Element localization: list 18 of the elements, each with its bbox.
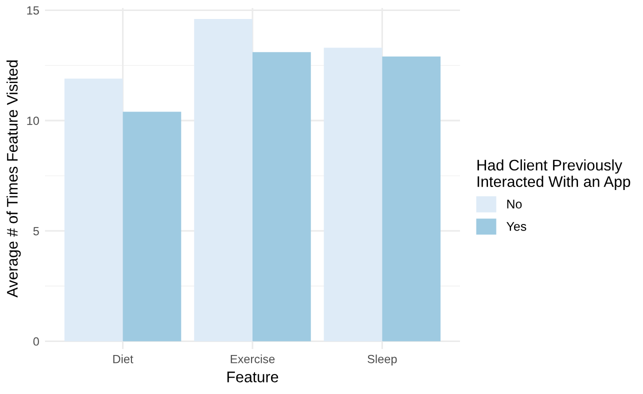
y-tick-label: 0 xyxy=(33,337,39,346)
bar xyxy=(252,52,311,342)
legend-title: Had Client Previously Interacted With an App xyxy=(478,159,630,190)
bar xyxy=(122,112,182,342)
bar xyxy=(194,19,252,342)
y-axis-title: Average # of Times Feature Visited xyxy=(6,60,21,298)
bar xyxy=(64,78,123,342)
x-tick-label: Exercise xyxy=(230,354,275,364)
y-tick-label: 10 xyxy=(27,116,39,125)
bar xyxy=(324,48,382,342)
legend-label: No xyxy=(507,200,522,209)
bar xyxy=(382,56,441,342)
x-axis-title: Feature xyxy=(227,372,278,382)
x-tick-label: Diet xyxy=(113,354,134,364)
y-tick-label: 15 xyxy=(27,6,39,15)
y-tick-label: 5 xyxy=(33,227,39,236)
legend-label: Yes xyxy=(506,222,526,231)
x-tick-label: Sleep xyxy=(368,354,397,366)
